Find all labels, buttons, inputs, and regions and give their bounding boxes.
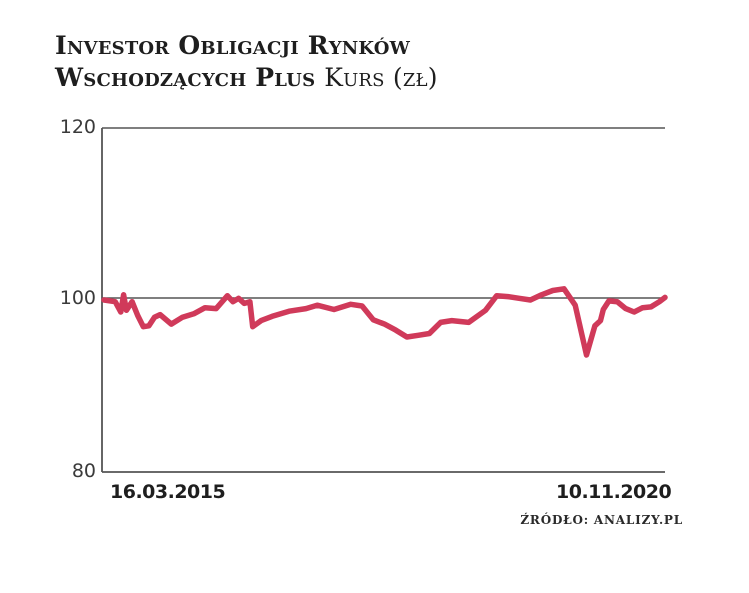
chart-title: Investor Obligacji Rynków Wschodzących P… [55,30,535,94]
y-tick-80: 80 [71,460,96,482]
x-start-date: 16.03.2015 [110,481,226,503]
chart-title-unit: Kurs (zł) [324,63,438,92]
price-series-line [101,286,668,358]
y-tick-120: 120 [59,116,96,138]
chart-title-bold: Investor Obligacji Rynków Wschodzących P… [55,31,411,92]
y-tick-100: 100 [59,287,96,309]
source-note: ŹRÓDŁO: ANALIZY.PL [520,513,683,527]
x-end-date: 10.11.2020 [556,481,672,503]
